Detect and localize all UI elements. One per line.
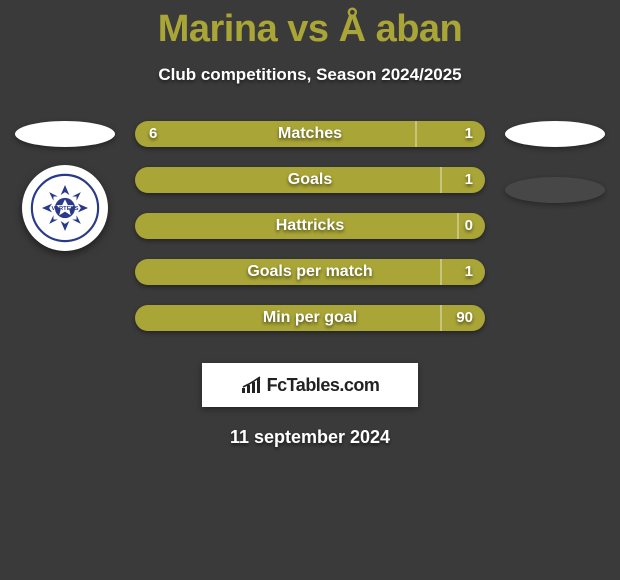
right-ellipse-shadow [505,177,605,203]
stat-bar-right-fill [457,213,485,239]
varteks-crest-icon: VARTEKS [29,172,101,244]
right-team-column [500,121,610,203]
stat-bars: Matches61 Goals1 Hattricks0 Goals per match… [135,121,485,351]
page-subtitle: Club competitions, Season 2024/2025 [0,65,620,85]
stat-bar-row: Goals per match1 [135,259,485,285]
stat-bar-left-fill [135,167,440,193]
brand-text: FcTables.com [267,375,380,396]
brand-box[interactable]: FcTables.com [202,363,418,407]
date-stamp: 11 september 2024 [0,427,620,448]
stat-bar-right-fill [415,121,485,147]
stat-bar-right-fill [440,167,486,193]
stat-bar-left-fill [135,305,440,331]
stat-bar-right-fill [440,259,486,285]
stat-bar-left-fill [135,259,440,285]
comparison-stage: VARTEKS Matches61 Goals1 Hattricks0 Goals p… [0,121,620,351]
stat-bar-left-fill [135,121,415,147]
page-title: Marina vs Å aban [0,0,620,51]
chart-ascending-icon [241,376,263,394]
left-ellipse-top [15,121,115,147]
stat-bar-right-fill [440,305,486,331]
right-ellipse-top [505,121,605,147]
svg-text:VARTEKS: VARTEKS [51,206,78,212]
left-team-column: VARTEKS [10,121,120,251]
stat-bar-left-fill [135,213,457,239]
stat-bar-row: Matches61 [135,121,485,147]
stat-bar-row: Goals1 [135,167,485,193]
stat-bar-row: Min per goal90 [135,305,485,331]
stat-bar-row: Hattricks0 [135,213,485,239]
left-team-crest: VARTEKS [22,165,108,251]
